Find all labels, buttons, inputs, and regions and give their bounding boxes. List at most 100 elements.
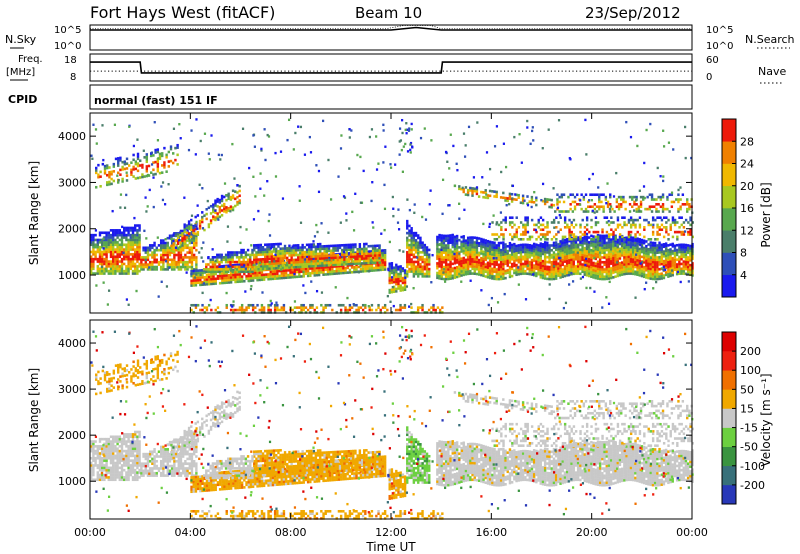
power-cell bbox=[363, 252, 366, 256]
power-cell bbox=[513, 242, 516, 246]
power-cell bbox=[395, 270, 398, 274]
power-cell bbox=[623, 221, 626, 224]
power-cell bbox=[109, 245, 113, 249]
power-cell bbox=[283, 254, 287, 257]
power-cell bbox=[625, 258, 628, 261]
power-cell bbox=[458, 267, 461, 271]
power-cell bbox=[406, 239, 409, 242]
power-cell bbox=[136, 248, 139, 251]
power-cell bbox=[116, 236, 119, 239]
power-cell bbox=[216, 265, 219, 269]
power-cell bbox=[313, 274, 316, 277]
power-cell bbox=[377, 306, 380, 309]
power-cell bbox=[576, 272, 580, 275]
power-cell bbox=[605, 253, 608, 257]
power-cell bbox=[428, 258, 431, 261]
power-cell bbox=[493, 251, 496, 254]
power-cell bbox=[651, 272, 655, 276]
power-cell bbox=[618, 271, 622, 275]
power-cell bbox=[341, 244, 344, 247]
power-cell bbox=[395, 282, 398, 286]
power-cell bbox=[587, 248, 591, 251]
power-cell bbox=[425, 258, 429, 261]
power-cell bbox=[192, 236, 195, 240]
power-cell bbox=[631, 195, 634, 199]
power-cell bbox=[273, 308, 277, 312]
power-cell bbox=[140, 260, 143, 264]
power-cell bbox=[484, 239, 487, 242]
power-cell bbox=[131, 243, 135, 247]
power-cell bbox=[631, 246, 635, 249]
power-cell bbox=[284, 274, 288, 277]
power-cell bbox=[671, 259, 674, 263]
power-cell bbox=[640, 274, 644, 278]
power-cell bbox=[546, 233, 549, 236]
power-cell bbox=[414, 251, 418, 254]
power-cell bbox=[328, 265, 332, 269]
power-cell bbox=[629, 267, 633, 271]
power-cell bbox=[687, 230, 690, 234]
power-cell bbox=[328, 270, 332, 273]
power-cell bbox=[678, 230, 681, 234]
power-cell bbox=[388, 264, 391, 268]
power-cell bbox=[462, 190, 465, 194]
power-cell bbox=[471, 253, 474, 256]
power-cell bbox=[643, 226, 646, 229]
power-cell bbox=[605, 248, 608, 252]
power-cell bbox=[327, 244, 331, 248]
power-cell bbox=[159, 246, 163, 250]
power-cell bbox=[292, 251, 296, 255]
power-cell bbox=[403, 269, 407, 272]
power-cell bbox=[477, 253, 481, 257]
power-cell bbox=[288, 261, 291, 264]
power-cell bbox=[669, 226, 672, 229]
power-cell bbox=[360, 247, 364, 251]
power-cell bbox=[134, 167, 138, 171]
power-cell bbox=[136, 155, 140, 158]
power-cell bbox=[201, 276, 204, 279]
power-cell bbox=[386, 308, 389, 312]
power-cell bbox=[406, 263, 409, 266]
power-cell bbox=[343, 248, 346, 252]
power-cell bbox=[541, 267, 545, 270]
power-cell bbox=[153, 268, 156, 271]
power-cell bbox=[378, 258, 381, 262]
power-cell bbox=[338, 256, 342, 259]
power-cell bbox=[261, 262, 265, 266]
power-cell bbox=[297, 248, 300, 252]
power-cell bbox=[469, 243, 472, 247]
power-cell bbox=[550, 270, 553, 274]
power-cell bbox=[218, 263, 221, 266]
power-cell bbox=[620, 261, 624, 264]
power-cell bbox=[658, 251, 661, 254]
power-cell bbox=[183, 235, 186, 239]
power-cell bbox=[539, 271, 542, 274]
power-cell bbox=[243, 265, 246, 269]
power-cell bbox=[356, 250, 359, 253]
power-cell bbox=[673, 254, 677, 257]
power-cell bbox=[428, 253, 431, 257]
power-cell bbox=[682, 267, 685, 271]
power-cell bbox=[225, 281, 228, 284]
power-cell bbox=[129, 226, 132, 230]
power-cell bbox=[320, 268, 323, 272]
power-cell bbox=[98, 245, 102, 249]
power-cell bbox=[650, 193, 654, 197]
power-cell bbox=[105, 233, 108, 237]
power-cell bbox=[466, 241, 470, 244]
power-cell bbox=[466, 262, 470, 266]
power-cell bbox=[172, 233, 175, 237]
power-cell bbox=[530, 258, 534, 262]
power-cell bbox=[539, 268, 542, 272]
power-cell bbox=[367, 252, 370, 255]
power-cell bbox=[105, 262, 108, 266]
power-cell bbox=[629, 218, 633, 222]
power-cell bbox=[493, 195, 496, 198]
power-cell bbox=[671, 235, 675, 239]
power-cell bbox=[286, 266, 289, 269]
power-cell bbox=[526, 260, 529, 264]
power-cell bbox=[101, 260, 104, 263]
power-cell bbox=[255, 255, 258, 259]
power-cell bbox=[579, 272, 582, 276]
freq-strip: Freq. [MHz] 18 8 60 0 Nave bbox=[6, 53, 786, 84]
